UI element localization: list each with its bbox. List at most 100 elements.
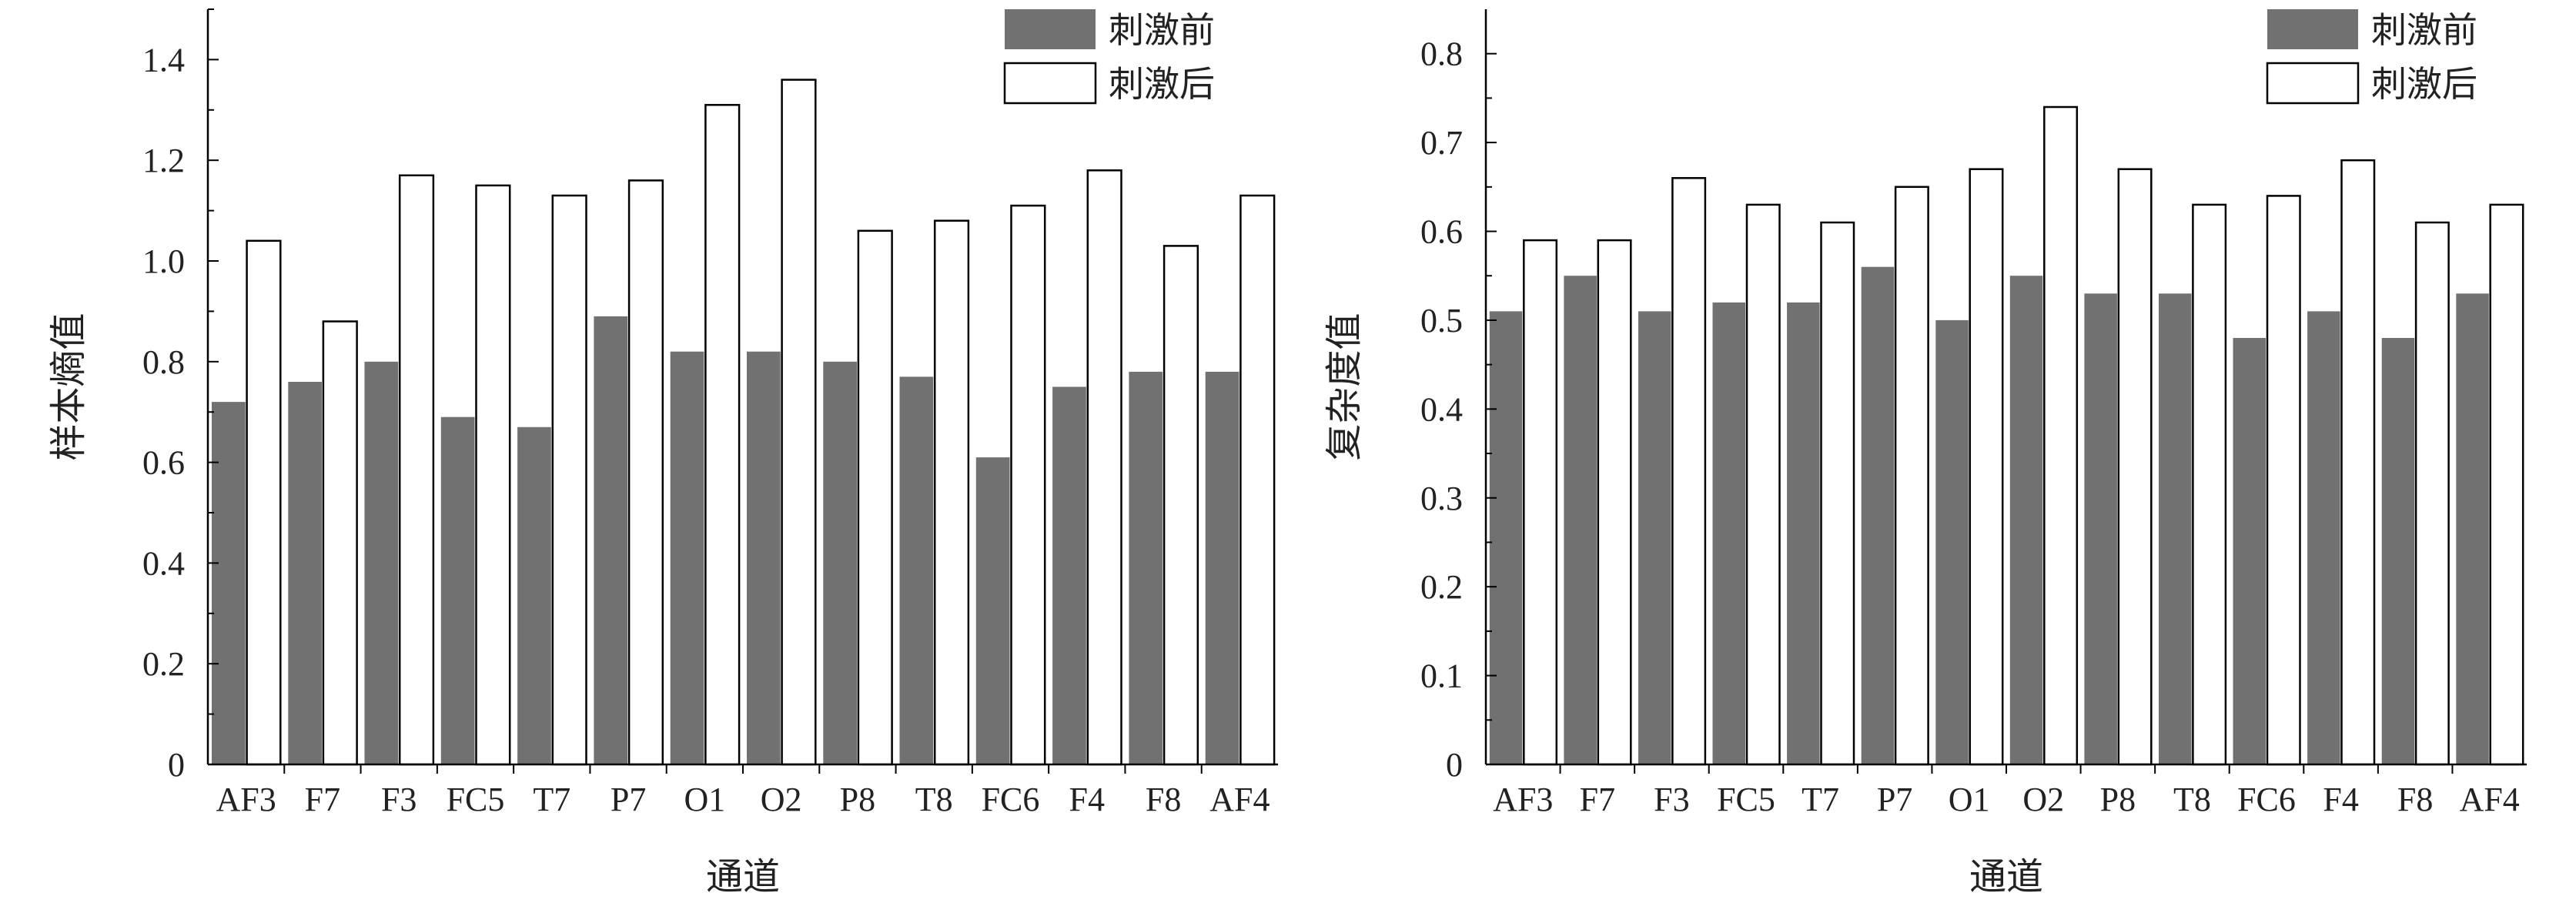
- bar-刺激前-F4: [1052, 386, 1086, 764]
- bar-刺激前-F8: [2381, 338, 2415, 764]
- y-tick-label: 0.3: [1420, 480, 1463, 517]
- y-tick-label: 1.0: [142, 242, 185, 280]
- y-tick-label: 1.2: [142, 142, 185, 179]
- x-tick-label: F7: [1580, 781, 1615, 818]
- y-tick-label: 0.7: [1420, 124, 1463, 162]
- bar-刺激前-F3: [364, 361, 399, 764]
- y-tick-label: 1.4: [142, 41, 185, 79]
- bar-刺激前-P7: [594, 316, 628, 764]
- bar-刺激后-AF3: [1523, 239, 1558, 766]
- bar-刺激前-O1: [670, 351, 704, 764]
- bar-刺激前-FC6: [975, 457, 1010, 764]
- x-tick-label: AF4: [2460, 781, 2520, 818]
- y-tick-label: 0.2: [1420, 568, 1463, 606]
- bar-刺激前-F3: [1638, 311, 1671, 764]
- y-tick-label: 0: [168, 746, 185, 784]
- bar-刺激后-T8: [933, 219, 970, 766]
- bar-刺激后-P7: [1894, 186, 1929, 766]
- x-tick-label: FC5: [447, 781, 505, 818]
- bar-刺激前-FC5: [1712, 302, 1745, 764]
- x-tick-label: FC5: [1717, 781, 1775, 818]
- bar-刺激前-T8: [2159, 293, 2192, 764]
- y-tick-label: 0.6: [142, 444, 185, 482]
- x-tick-label: P8: [840, 781, 875, 818]
- bar-刺激后-P8: [857, 229, 893, 766]
- x-tick-label: O2: [761, 781, 802, 818]
- bar-刺激后-T7: [551, 194, 587, 766]
- x-tick-label: T8: [915, 781, 953, 818]
- legend-swatch-刺激后: [1003, 62, 1097, 105]
- x-tick-label: F7: [305, 781, 340, 818]
- bar-刺激后-T7: [1820, 221, 1855, 766]
- bar-刺激后-O1: [704, 104, 741, 766]
- bar-刺激前-F7: [288, 382, 322, 764]
- x-tick-label: F8: [1146, 781, 1181, 818]
- x-tick-label: AF3: [216, 781, 276, 818]
- bar-刺激后-O2: [2043, 105, 2079, 766]
- y-axis-title: 样本熵值: [47, 313, 90, 460]
- legend-label: 刺激前: [1109, 9, 1215, 51]
- x-tick-label: AF4: [1209, 781, 1270, 818]
- x-tick-label: O1: [684, 781, 726, 818]
- complexity-chart: AF3 F7 F3 FC5 T7 P7 O1 O2 P8 T8 FC6 F4 F8 AF4 0 0.1 0.2 0…: [1323, 9, 2527, 898]
- bar-刺激后-F8: [2414, 221, 2450, 766]
- y-tick-label: 0.1: [1420, 657, 1463, 695]
- bar-刺激后-O2: [781, 79, 817, 766]
- x-tick-label: O2: [2022, 781, 2064, 818]
- bar-刺激后-AF4: [1239, 194, 1276, 766]
- bar-刺激前-O1: [1935, 319, 1969, 764]
- x-tick-label: F8: [2397, 781, 2433, 818]
- bar-刺激前-O2: [747, 351, 781, 764]
- bar-刺激前-T7: [1787, 302, 1820, 764]
- legend-label: 刺激前: [2371, 9, 2477, 51]
- legend-swatch-刺激前: [2267, 9, 2358, 49]
- bar-刺激后-P7: [627, 179, 664, 766]
- legend-label: 刺激后: [1109, 63, 1215, 105]
- x-tick-label: P8: [2100, 781, 2136, 818]
- x-tick-label: P7: [1877, 781, 1912, 818]
- x-tick-label: FC6: [982, 781, 1040, 818]
- bar-刺激后-P8: [2117, 168, 2153, 766]
- legend-swatch-刺激后: [2266, 62, 2360, 105]
- y-tick-label: 0.2: [142, 645, 185, 683]
- bar-刺激后-AF3: [246, 239, 282, 766]
- bar-刺激前-T7: [517, 426, 551, 764]
- bar-刺激前-FC5: [440, 416, 475, 764]
- bar-刺激前-AF3: [212, 402, 246, 764]
- x-axis-title: 通道: [706, 855, 780, 898]
- legend-swatch-刺激前: [1005, 9, 1096, 49]
- bar-刺激后-F3: [1671, 177, 1707, 766]
- bar-刺激前-F4: [2307, 311, 2340, 764]
- bar-刺激后-FC5: [1745, 203, 1781, 766]
- bar-刺激后-FC5: [475, 184, 511, 766]
- bar-刺激后-O1: [1969, 168, 2004, 766]
- x-tick-label: F4: [1069, 781, 1105, 818]
- bar-刺激后-T8: [2192, 203, 2227, 766]
- y-tick-label: 0.6: [1420, 213, 1463, 251]
- bar-刺激后-FC6: [2266, 195, 2301, 766]
- bar-刺激前-O2: [2009, 276, 2043, 764]
- bar-刺激前-AF4: [2456, 293, 2489, 764]
- y-tick-label: 0: [1446, 746, 1463, 784]
- x-tick-label: F3: [381, 781, 417, 818]
- bar-刺激前-P8: [823, 361, 857, 764]
- y-tick-label: 0.5: [1420, 302, 1463, 339]
- bar-刺激前-T8: [899, 376, 934, 764]
- bar-刺激前-P7: [1861, 266, 1895, 764]
- y-axis-title: 复杂度值: [1323, 313, 1366, 460]
- x-tick-label: T7: [533, 781, 570, 818]
- bar-刺激后-F4: [1086, 169, 1122, 766]
- bar-刺激前-P8: [2084, 293, 2117, 764]
- sample-entropy-chart: AF3 F7 F3 FC5 T7 P7 O1 O2 P8 T8 FC6 F4 F8 AF4 0 0.2 0.4 0…: [47, 8, 1278, 898]
- x-tick-label: AF3: [1493, 781, 1553, 818]
- bar-刺激前-FC6: [2233, 338, 2266, 764]
- bar-刺激前-AF4: [1205, 371, 1239, 764]
- bar-刺激前-AF3: [1489, 311, 1523, 764]
- bar-刺激后-F3: [398, 174, 435, 766]
- bar-刺激后-AF4: [2489, 203, 2524, 766]
- bar-刺激后-F4: [2340, 159, 2376, 766]
- x-tick-label: P7: [611, 781, 646, 818]
- x-tick-label: T8: [2173, 781, 2211, 818]
- bar-刺激后-F8: [1163, 245, 1199, 766]
